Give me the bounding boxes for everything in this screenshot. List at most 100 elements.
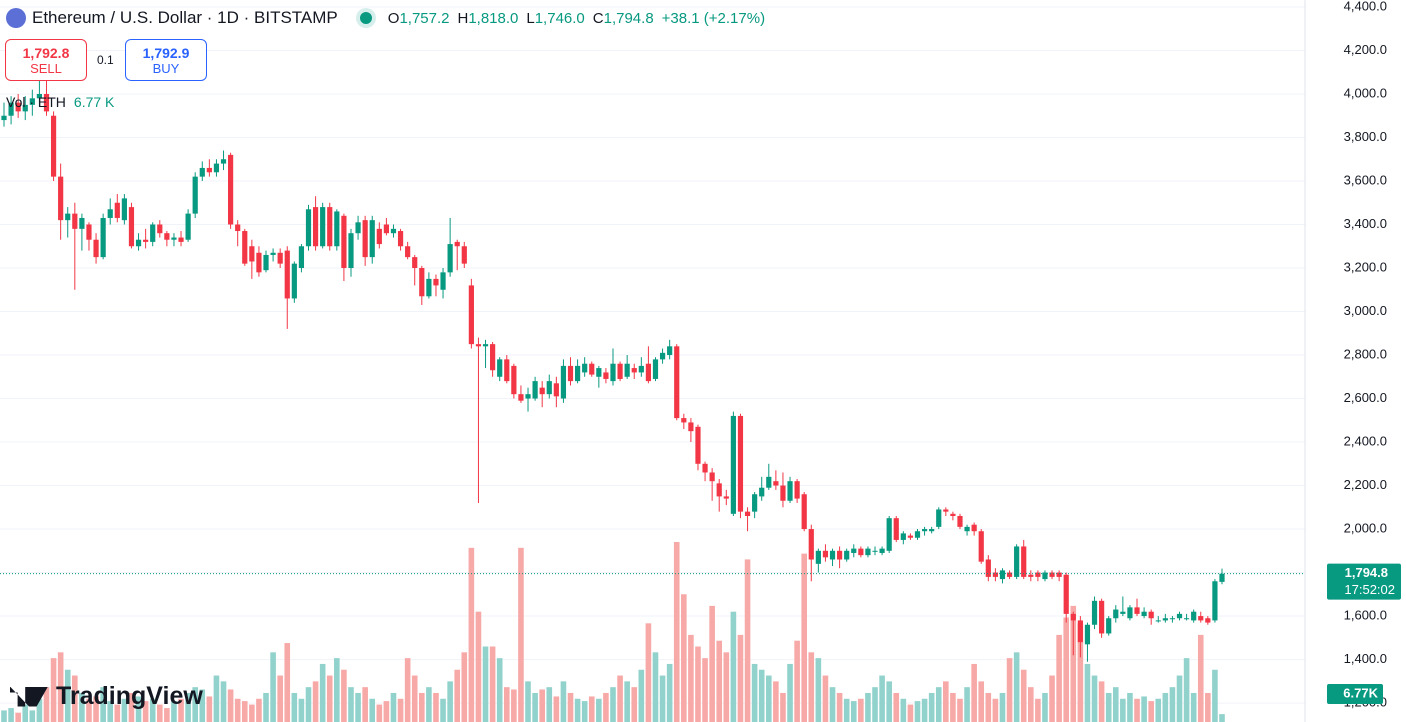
candle-body	[744, 511, 751, 516]
volume-bar	[588, 696, 595, 722]
volume-bar	[702, 658, 708, 722]
candle-body	[1063, 574, 1069, 614]
candle-body	[553, 383, 559, 397]
candle-body	[624, 363, 630, 377]
volume-bar	[341, 669, 347, 722]
volume-bar	[29, 710, 36, 722]
volume-bar	[93, 696, 99, 722]
candle-body	[1042, 572, 1048, 580]
candle-body	[107, 209, 113, 218]
candle-body	[433, 278, 439, 286]
volume-bar	[1148, 701, 1154, 722]
volume-bar	[461, 652, 468, 722]
y-tick-label: 2,600.0	[1344, 390, 1387, 405]
candle-body	[645, 363, 652, 382]
candle-body	[638, 365, 644, 373]
candle-body	[8, 102, 14, 116]
volume-bar	[1219, 714, 1225, 722]
volume-bar	[511, 689, 517, 722]
candle-body	[716, 483, 722, 497]
ohlc-value: 1,757.2	[399, 9, 450, 27]
candle-body	[518, 394, 524, 401]
volume-bar	[865, 692, 871, 722]
candle-body	[270, 252, 276, 255]
candle-body	[914, 531, 921, 538]
candle-body	[1169, 618, 1176, 620]
volume-bar	[773, 681, 779, 722]
volume-bar	[1212, 669, 1218, 722]
candle-body	[759, 487, 765, 497]
candle-body	[228, 154, 234, 225]
candle-body	[412, 257, 418, 269]
candle-body	[659, 352, 666, 360]
candle-body	[815, 550, 821, 564]
candle-body	[936, 509, 942, 527]
volume-bar	[638, 669, 645, 722]
candle-body	[1183, 618, 1190, 620]
candle-body	[546, 381, 552, 395]
ohlc-key: O	[387, 9, 400, 27]
volume-bar	[1006, 658, 1013, 722]
symbol-title[interactable]: Ethereum / U.S. Dollar · 1D · BITSTAMP	[32, 8, 338, 27]
candle-body	[341, 215, 347, 269]
candle-body	[397, 231, 404, 247]
candle-body	[589, 363, 595, 375]
volume-bar	[971, 663, 977, 722]
volume-bar	[858, 698, 864, 722]
volume-bar	[468, 547, 475, 722]
volume-bar	[744, 559, 751, 722]
volume-bar	[532, 692, 538, 722]
volume-bar	[617, 675, 623, 722]
candle-body	[171, 237, 177, 240]
volume-bar	[43, 687, 50, 722]
sell-button[interactable]: 1,792.8 SELL	[5, 39, 87, 81]
candle-body	[752, 494, 758, 512]
candle-body	[532, 381, 538, 399]
volume-bar	[503, 687, 510, 722]
volume-bar	[659, 675, 666, 722]
volume-bar	[1091, 675, 1098, 722]
candle-body	[383, 224, 389, 234]
volume-bar	[999, 692, 1006, 722]
market-status[interactable]	[359, 12, 372, 24]
y-tick-label: 2,000.0	[1344, 520, 1387, 535]
candle-body	[277, 252, 283, 264]
candle-body	[1014, 546, 1020, 577]
volume-bar	[192, 687, 198, 722]
volume-bar	[312, 681, 319, 722]
candle-body	[865, 548, 871, 556]
candle-body	[1084, 624, 1091, 645]
candle-body	[1191, 611, 1197, 621]
volume-bar	[57, 652, 64, 722]
candle-body	[348, 233, 354, 269]
candle-body	[1056, 572, 1062, 577]
candle-body	[681, 418, 687, 423]
volume-bar	[1141, 696, 1147, 722]
volume-bar	[404, 658, 411, 722]
volume-bar	[1013, 652, 1020, 722]
candle-body	[121, 198, 127, 221]
candle-body	[688, 422, 694, 432]
brand-logo[interactable]: TradingView	[10, 682, 203, 711]
candle-body	[652, 359, 659, 379]
candle-body	[801, 494, 807, 530]
candle-body	[964, 526, 970, 532]
candle-body	[808, 529, 814, 560]
candle-body	[511, 365, 517, 395]
volume-bar	[213, 675, 220, 722]
volume-bar	[688, 634, 694, 722]
buy-button[interactable]: 1,792.9 BUY	[125, 39, 207, 81]
candle-body	[312, 207, 319, 247]
volume-bar	[1112, 687, 1119, 722]
candle-body	[780, 485, 786, 501]
candle-body	[844, 550, 850, 560]
candle-body	[667, 346, 673, 356]
volume-bar	[928, 692, 935, 722]
volume-bar	[199, 689, 206, 722]
volume-bar	[1197, 634, 1204, 722]
volume-bar	[843, 698, 850, 722]
candle-body	[943, 509, 949, 512]
volume-bar	[1049, 675, 1055, 722]
volume-bar	[291, 692, 298, 722]
candle-body	[419, 268, 425, 297]
